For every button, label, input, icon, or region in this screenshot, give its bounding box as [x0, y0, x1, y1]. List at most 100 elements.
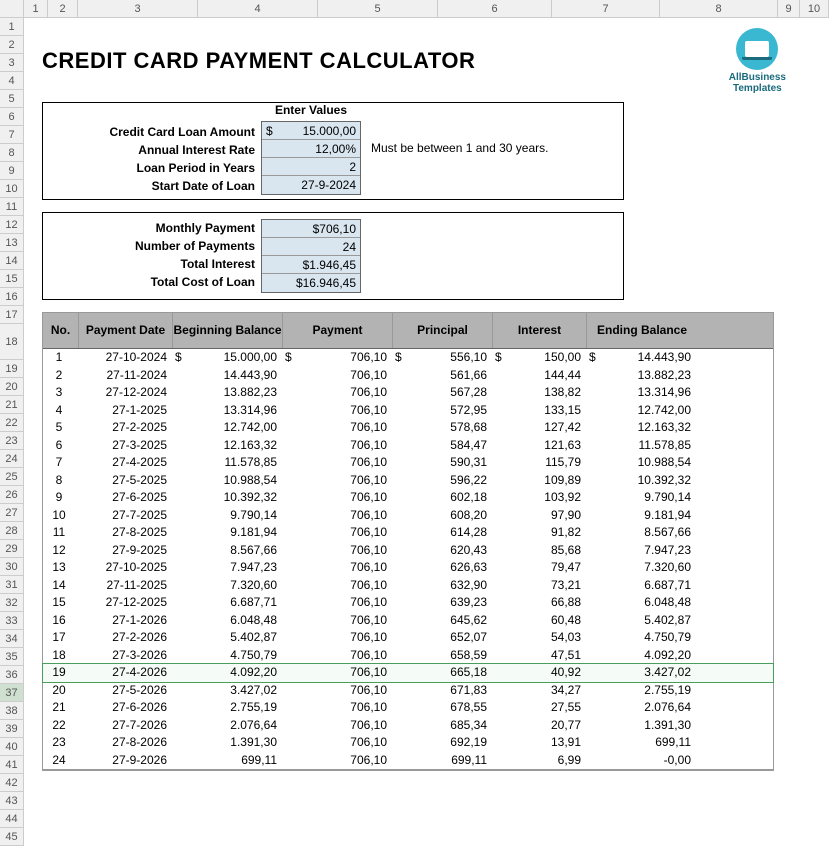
row-header[interactable]: 26: [0, 486, 24, 504]
row-header[interactable]: 35: [0, 648, 24, 666]
table-row[interactable]: 2127-6-20262.755,19706,10678,5527,552.07…: [43, 699, 773, 717]
table-row[interactable]: 927-6-202510.392,32706,10602,18103,929.7…: [43, 489, 773, 507]
table-row[interactable]: 1627-1-20266.048,48706,10645,6260,485.40…: [43, 612, 773, 630]
row-header[interactable]: 44: [0, 810, 24, 828]
table-row[interactable]: 827-5-202510.988,54706,10596,22109,8910.…: [43, 472, 773, 490]
row-header[interactable]: 17: [0, 306, 24, 324]
row-header[interactable]: 12: [0, 216, 24, 234]
row-header[interactable]: 37: [0, 684, 24, 702]
summary-cost-cell: $16.946,45: [262, 274, 360, 292]
row-header[interactable]: 10: [0, 180, 24, 198]
row-header[interactable]: 29: [0, 540, 24, 558]
table-row[interactable]: 2027-5-20263.427,02706,10671,8334,272.75…: [43, 682, 773, 700]
cell-date: 27-5-2025: [79, 472, 173, 490]
table-row[interactable]: 1027-7-20259.790,14706,10608,2097,909.18…: [43, 507, 773, 525]
cell-no: 17: [43, 629, 79, 647]
column-header[interactable]: [0, 0, 24, 17]
row-header[interactable]: 7: [0, 126, 24, 144]
column-header[interactable]: 4: [198, 0, 318, 17]
row-header[interactable]: 36: [0, 666, 24, 684]
table-row[interactable]: 1727-2-20265.402,87706,10652,0754,034.75…: [43, 629, 773, 647]
row-header[interactable]: 41: [0, 756, 24, 774]
row-header[interactable]: 23: [0, 432, 24, 450]
cell-interest: 34,27: [493, 682, 587, 700]
row-header[interactable]: 2: [0, 36, 24, 54]
row-header[interactable]: 15: [0, 270, 24, 288]
table-row[interactable]: 2227-7-20262.076,64706,10685,3420,771.39…: [43, 717, 773, 735]
row-header[interactable]: 22: [0, 414, 24, 432]
input-period-cell[interactable]: 2: [262, 158, 360, 176]
row-header[interactable]: 34: [0, 630, 24, 648]
row-header[interactable]: 9: [0, 162, 24, 180]
cell-payment: 706,10: [283, 717, 393, 735]
cell-payment: 706,10: [283, 664, 393, 682]
cell-date: 27-12-2024: [79, 384, 173, 402]
row-header[interactable]: 6: [0, 108, 24, 126]
column-header[interactable]: 7: [552, 0, 660, 17]
row-header[interactable]: 4: [0, 72, 24, 90]
cell-no: 1: [43, 349, 79, 367]
cell-no: 18: [43, 647, 79, 665]
table-row[interactable]: 1527-12-20256.687,71706,10639,2366,886.0…: [43, 594, 773, 612]
row-header[interactable]: 18: [0, 324, 24, 360]
row-header[interactable]: 43: [0, 792, 24, 810]
row-header[interactable]: 27: [0, 504, 24, 522]
input-amount-cell[interactable]: $ 15.000,00: [262, 122, 360, 140]
cell-begin: 9.790,14: [173, 507, 283, 525]
table-row[interactable]: 727-4-202511.578,85706,10590,31115,7910.…: [43, 454, 773, 472]
table-row[interactable]: 127-10-2024$15.000,00$706,10$556,10$150,…: [43, 349, 773, 367]
row-header[interactable]: 11: [0, 198, 24, 216]
input-period: 2: [266, 158, 356, 175]
label-rate: Annual Interest Rate: [47, 141, 255, 159]
row-header[interactable]: 19: [0, 360, 24, 378]
row-header[interactable]: 3: [0, 54, 24, 72]
table-row[interactable]: 427-1-202513.314,96706,10572,95133,1512.…: [43, 402, 773, 420]
row-header[interactable]: 28: [0, 522, 24, 540]
row-header[interactable]: 16: [0, 288, 24, 306]
column-header[interactable]: 1: [24, 0, 48, 17]
column-header[interactable]: 8: [660, 0, 778, 17]
row-header[interactable]: 38: [0, 702, 24, 720]
table-row[interactable]: 1227-9-20258.567,66706,10620,4385,687.94…: [43, 542, 773, 560]
row-header[interactable]: 24: [0, 450, 24, 468]
table-row[interactable]: 627-3-202512.163,32706,10584,47121,6311.…: [43, 437, 773, 455]
row-header[interactable]: 42: [0, 774, 24, 792]
table-row[interactable]: 1827-3-20264.750,79706,10658,5947,514.09…: [43, 647, 773, 665]
row-header[interactable]: 40: [0, 738, 24, 756]
row-header[interactable]: 30: [0, 558, 24, 576]
table-row[interactable]: 1427-11-20257.320,60706,10632,9073,216.6…: [43, 577, 773, 595]
column-header[interactable]: 5: [318, 0, 438, 17]
input-rate-cell[interactable]: 12,00%: [262, 140, 360, 158]
row-header[interactable]: 31: [0, 576, 24, 594]
row-header[interactable]: 8: [0, 144, 24, 162]
table-row[interactable]: 227-11-202414.443,90706,10561,66144,4413…: [43, 367, 773, 385]
cell-no: 3: [43, 384, 79, 402]
table-row[interactable]: 1327-10-20257.947,23706,10626,6379,477.3…: [43, 559, 773, 577]
column-header[interactable]: 10: [800, 0, 829, 17]
row-header[interactable]: 5: [0, 90, 24, 108]
row-header[interactable]: 1: [0, 18, 24, 36]
column-header[interactable]: 9: [778, 0, 800, 17]
table-row[interactable]: 2327-8-20261.391,30706,10692,1913,91699,…: [43, 734, 773, 752]
row-header[interactable]: 39: [0, 720, 24, 738]
column-header[interactable]: 2: [48, 0, 78, 17]
column-header[interactable]: 6: [438, 0, 552, 17]
cell-payment: 706,10: [283, 419, 393, 437]
row-header[interactable]: 20: [0, 378, 24, 396]
row-header[interactable]: 25: [0, 468, 24, 486]
table-row[interactable]: 1927-4-20264.092,20706,10665,1840,923.42…: [43, 664, 773, 682]
row-header[interactable]: 13: [0, 234, 24, 252]
summary-labels: Monthly Payment Number of Payments Total…: [43, 213, 261, 299]
table-row[interactable]: 1127-8-20259.181,94706,10614,2891,828.56…: [43, 524, 773, 542]
table-row[interactable]: 327-12-202413.882,23706,10567,28138,8213…: [43, 384, 773, 402]
cell-begin: 10.392,32: [173, 489, 283, 507]
table-row[interactable]: 527-2-202512.742,00706,10578,68127,4212.…: [43, 419, 773, 437]
column-header[interactable]: 3: [78, 0, 198, 17]
table-row[interactable]: 2427-9-2026699,11706,10699,116,99-0,00: [43, 752, 773, 770]
row-header[interactable]: 21: [0, 396, 24, 414]
row-header[interactable]: 33: [0, 612, 24, 630]
row-header[interactable]: 32: [0, 594, 24, 612]
input-start-cell[interactable]: 27-9-2024: [262, 176, 360, 194]
row-header[interactable]: 45: [0, 828, 24, 846]
row-header[interactable]: 14: [0, 252, 24, 270]
